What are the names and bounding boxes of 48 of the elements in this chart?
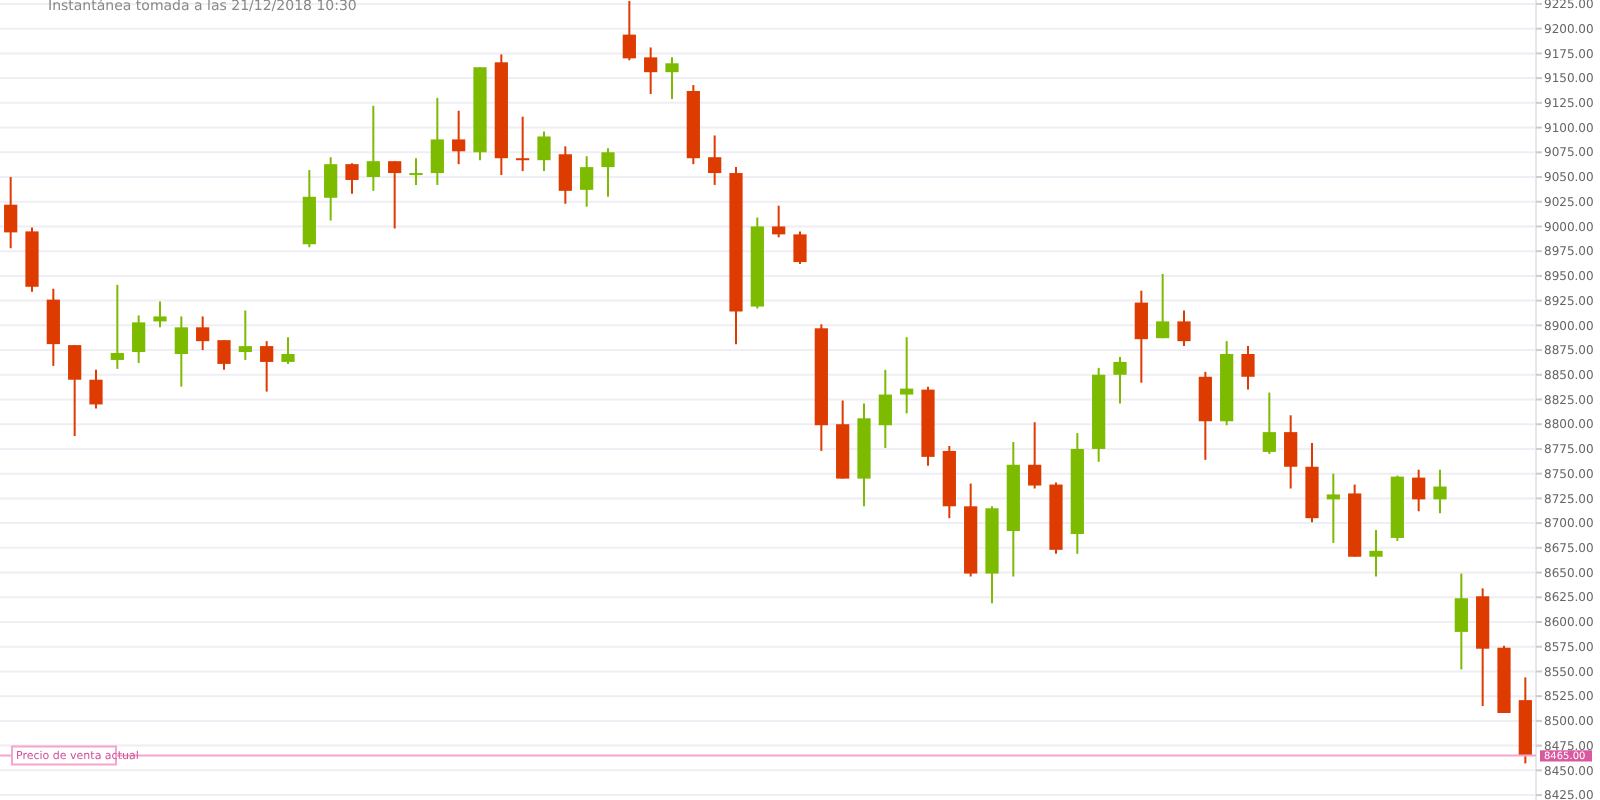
- candlestick: [409, 157, 423, 186]
- candlestick: [516, 115, 530, 173]
- candlestick: [196, 315, 210, 352]
- candlestick: [217, 339, 231, 371]
- candlestick: [878, 368, 892, 449]
- candlestick: [708, 134, 722, 186]
- candlestick: [46, 287, 60, 367]
- candlestick: [89, 368, 103, 410]
- candlestick: [1262, 391, 1276, 455]
- candlestick: [132, 314, 146, 364]
- candlestick: [1284, 414, 1298, 490]
- candlestick: [1433, 468, 1447, 515]
- candlestick: [110, 283, 124, 370]
- candlestick: [580, 155, 594, 208]
- candlestick: [302, 169, 316, 249]
- candlestick: [345, 162, 359, 195]
- candlestick: [1198, 370, 1212, 461]
- candlestick: [1134, 289, 1148, 384]
- candlestick: [153, 300, 167, 329]
- candlestick: [324, 156, 338, 222]
- candlestick: [900, 336, 914, 415]
- candlestick: [430, 96, 444, 186]
- candlestick: [1028, 421, 1042, 490]
- candlestick: [260, 340, 274, 393]
- candlestick: [601, 147, 615, 198]
- candlestick: [644, 46, 658, 95]
- candlestick: [1156, 272, 1170, 340]
- candlestick: [366, 104, 380, 192]
- candlestick: [1369, 529, 1383, 578]
- candlestick: [793, 230, 807, 266]
- candlestick: [388, 160, 402, 230]
- candlestick: [1412, 468, 1426, 513]
- candlestick: [1241, 345, 1255, 391]
- candlestick: [537, 130, 551, 173]
- candlestick: [174, 315, 188, 388]
- candlestick: [622, 0, 636, 62]
- candlestick: [1326, 472, 1340, 544]
- candlestick: [772, 204, 786, 239]
- candlestick: [281, 336, 295, 365]
- candlestick: [452, 109, 466, 166]
- candlestick: [68, 344, 82, 438]
- candlestick: [238, 309, 252, 361]
- candlestick: [1177, 309, 1191, 348]
- candlestick: [1454, 572, 1468, 671]
- candlestick: [1113, 355, 1127, 405]
- candlestick: [4, 176, 18, 250]
- candlestick: [665, 56, 679, 100]
- candlestick: [558, 145, 572, 205]
